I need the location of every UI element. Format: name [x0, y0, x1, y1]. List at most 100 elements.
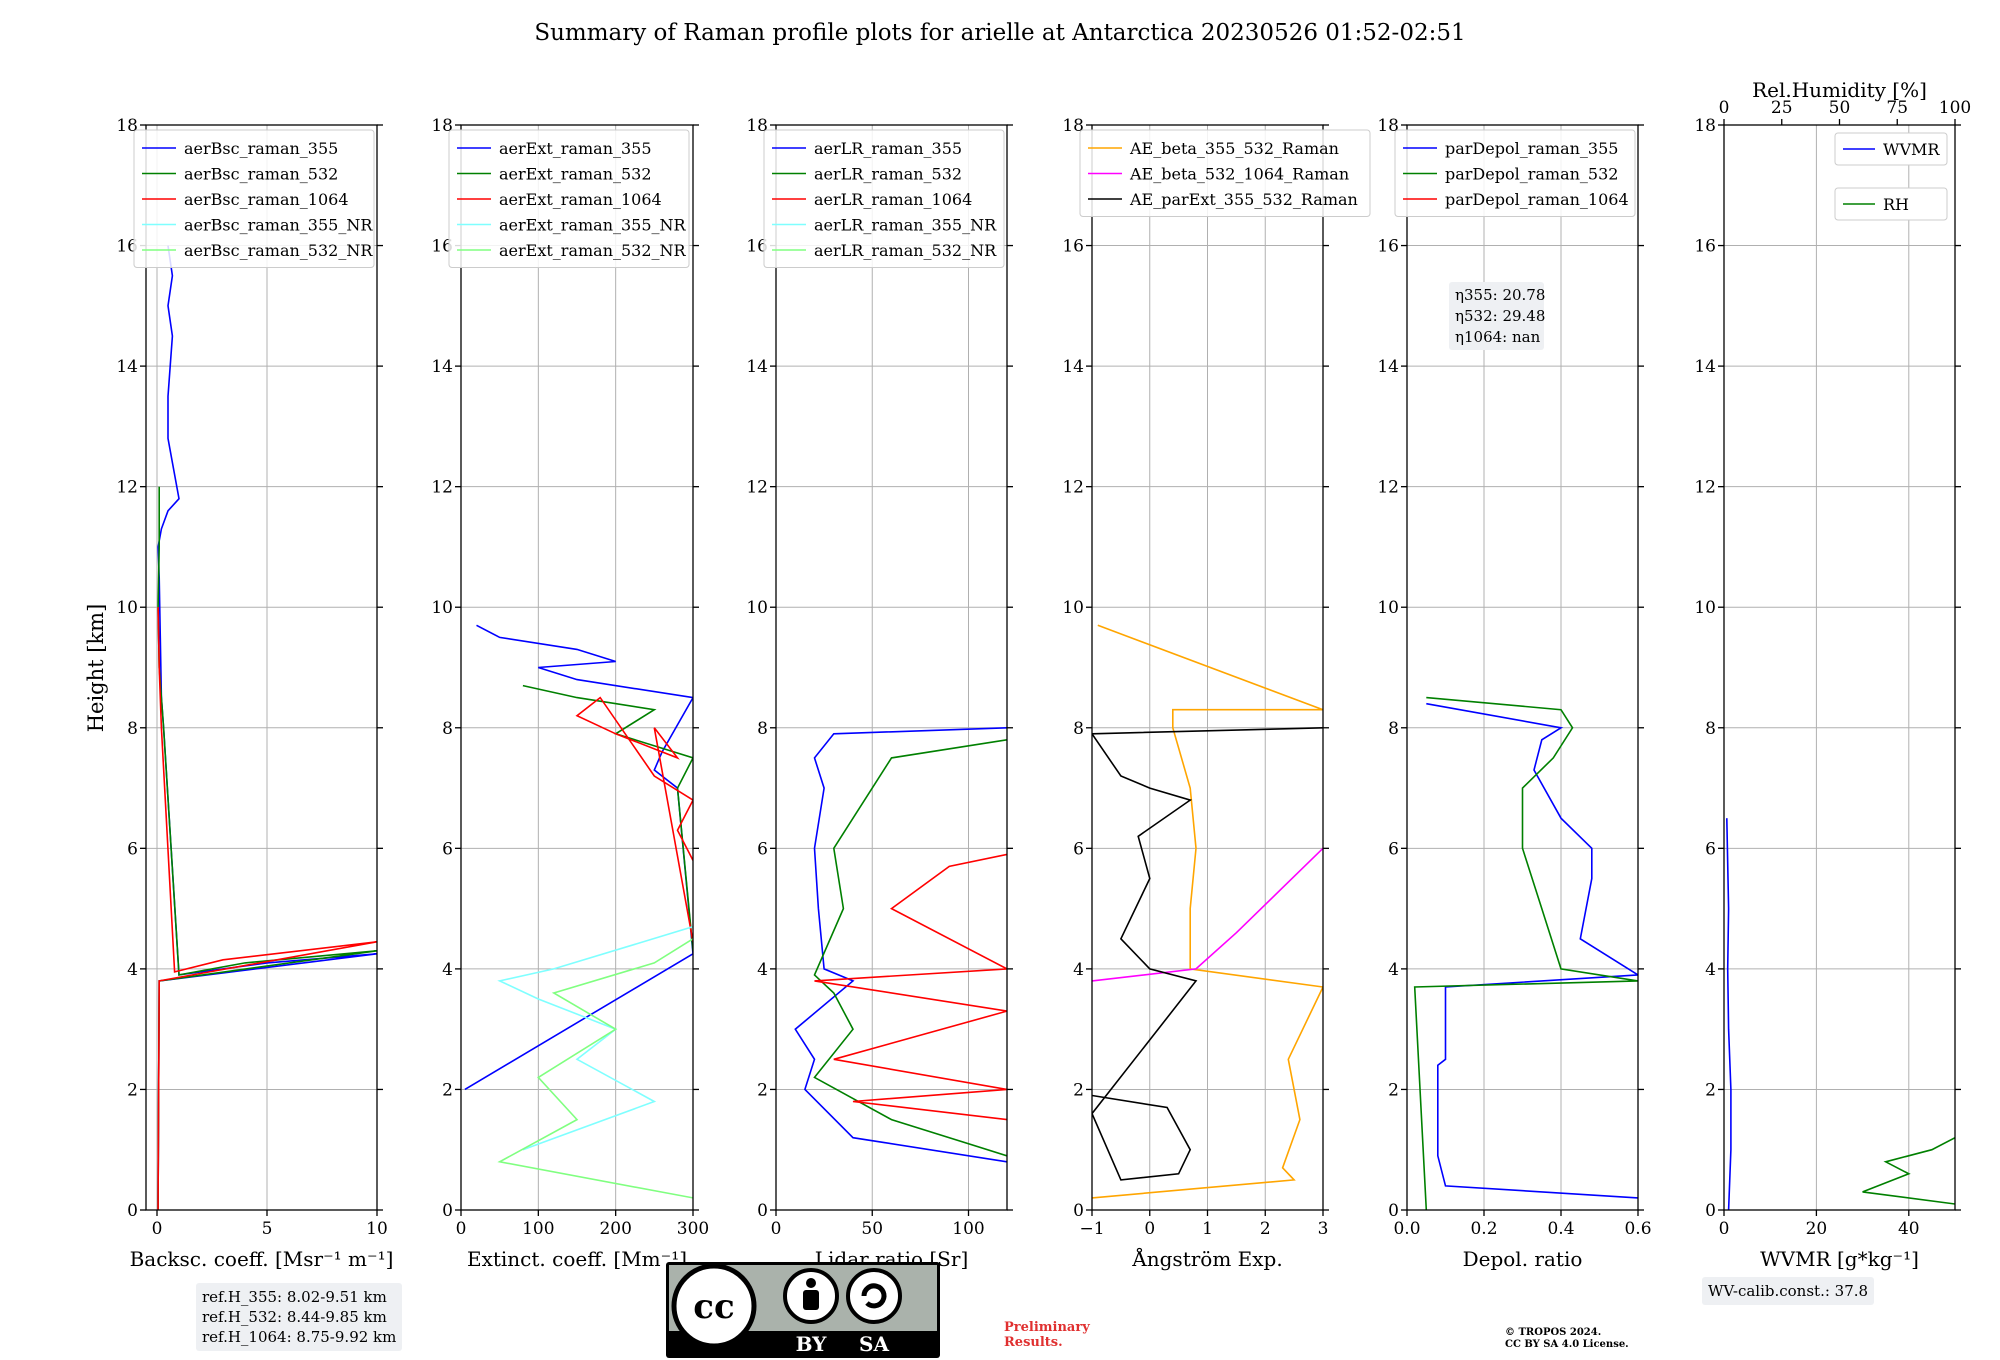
ytick-label: 14	[116, 357, 138, 377]
series-aerBsc_raman_1064	[157, 607, 377, 1210]
legend-entry: aerLR_raman_1064	[814, 190, 972, 209]
ytick-label: 4	[757, 960, 768, 980]
xaxis-label: Ångström Exp.	[1131, 1246, 1282, 1271]
ytick-label: 18	[116, 116, 138, 136]
eta-annotation-line: η355: 20.78	[1455, 286, 1545, 304]
ytick-label: 8	[442, 719, 453, 739]
legend-entry: aerBsc_raman_532	[184, 165, 338, 184]
legend-entry: aerExt_raman_1064	[499, 190, 662, 209]
legend-entry: aerBsc_raman_355_NR	[184, 216, 373, 235]
ytick-label: 12	[431, 478, 453, 498]
ytick-label: 16	[431, 237, 453, 257]
series-aerExt_raman_532_NR	[497, 938, 693, 1199]
xtick-label: 0.0	[1393, 1219, 1420, 1239]
panel-1: 0 2 4 6 8 10 12 14 16 18 0 5 10 Backsc. coeff. [Msr⁻¹…	[116, 116, 393, 1271]
ytick-label: 2	[1705, 1080, 1716, 1100]
ytick-label: 4	[127, 960, 138, 980]
panel-2: 0 2 4 6 8 10 12 14 16 18 0 100 200 300 Extinct. coeff.…	[431, 116, 709, 1271]
ytick-label: 8	[1388, 719, 1399, 739]
legend-entry: parDepol_raman_355	[1445, 139, 1618, 158]
ytick-label: 18	[746, 116, 768, 136]
series-parDepol_raman_355	[1426, 702, 1638, 1199]
series-aerExt_raman_355_NR	[497, 925, 693, 1151]
ytick-label: 14	[431, 357, 453, 377]
xaxis-label: WVMR [g*kg⁻¹]	[1760, 1247, 1919, 1271]
xtick-label: 0.6	[1624, 1219, 1651, 1239]
panel-5: 0 2 4 6 8 10 12 14 16 18 0.0 0.2 0.4 0.6 Depol. ratio p…	[1377, 116, 1651, 1271]
eta-annotation-box	[1449, 282, 1544, 350]
preliminary-note: Preliminary Results.	[1004, 1320, 1090, 1350]
ytick-label: 16	[746, 237, 768, 257]
by-person-body	[803, 1290, 819, 1310]
ytick-label: 10	[1377, 598, 1399, 618]
ytick-label: 14	[1694, 357, 1716, 377]
ytick-label: 16	[1694, 237, 1716, 257]
legend-box	[1834, 132, 1948, 166]
ytick-label: 14	[746, 357, 768, 377]
x2tick-label: 100	[1939, 98, 1971, 118]
legend-entry: AE_parExt_355_532_Raman	[1129, 190, 1358, 209]
x2tick-label: 75	[1886, 98, 1908, 118]
legend-entry: aerBsc_raman_1064	[184, 190, 349, 209]
cc-license-badge: cc BY SA	[666, 1262, 940, 1358]
legend-entry: WVMR	[1883, 140, 1940, 159]
preliminary-line-2: Results.	[1004, 1335, 1063, 1350]
ytick-label: 6	[442, 839, 453, 859]
ytick-label: 0	[757, 1201, 768, 1221]
panel-frame	[1406, 124, 1639, 1211]
ref-height-355: ref.H_355: 8.02-9.51 km	[202, 1288, 387, 1306]
ytick-label: 8	[1705, 719, 1716, 739]
xtick-label: 20	[1806, 1219, 1828, 1239]
ytick-label: 16	[1062, 237, 1084, 257]
ref-height-532: ref.H_532: 8.44-9.85 km	[202, 1308, 387, 1326]
xtick-label: 5	[262, 1219, 273, 1239]
legend-entry: aerLR_raman_355	[814, 139, 962, 158]
panel-frame	[145, 124, 378, 1211]
panel-frame	[1723, 124, 1956, 1211]
ytick-label: 6	[127, 839, 138, 859]
ytick-label: 6	[1073, 839, 1084, 859]
sa-share-icon	[846, 1268, 902, 1324]
ytick-label: 10	[746, 598, 768, 618]
legend-entry: parDepol_raman_1064	[1445, 190, 1629, 209]
ytick-label: 6	[1388, 839, 1399, 859]
panel-frame	[775, 124, 1008, 1211]
xtick-label: 50	[861, 1219, 883, 1239]
ytick-label: 0	[442, 1201, 453, 1221]
legend-entry: aerExt_raman_532_NR	[499, 241, 687, 260]
xtick-label: 0	[456, 1219, 467, 1239]
ytick-label: 12	[1062, 478, 1084, 498]
ytick-label: 2	[442, 1080, 453, 1100]
legend-entry: aerExt_raman_355_NR	[499, 216, 687, 235]
ytick-label: 2	[127, 1080, 138, 1100]
xtick-label: 300	[677, 1219, 709, 1239]
legend-entry: aerExt_raman_355	[499, 139, 652, 158]
ytick-label: 0	[1073, 1201, 1084, 1221]
legend-box	[133, 129, 375, 268]
legend-box	[1394, 129, 1636, 217]
ytick-label: 10	[431, 598, 453, 618]
xtick-label: 0	[152, 1219, 163, 1239]
yaxis-label: Height [km]	[84, 604, 108, 733]
x2axis-label: Rel.Humidity [%]	[1752, 78, 1927, 102]
series-AE_parExt_355_532_Raman	[1092, 727, 1323, 1181]
xaxis-label: Backsc. coeff. [Msr⁻¹ m⁻¹]	[130, 1247, 394, 1271]
figure-title: Summary of Raman profile plots for ariel…	[534, 20, 1466, 46]
eta-annotation-line: η1064: nan	[1455, 328, 1541, 346]
xtick-label: 0	[1719, 1219, 1730, 1239]
legend-box	[448, 129, 690, 268]
legend-entry: parDepol_raman_532	[1445, 165, 1618, 184]
series-aerExt_raman_532	[522, 684, 693, 951]
cc-logo-icon	[671, 1263, 757, 1349]
ytick-label: 12	[1694, 478, 1716, 498]
legend-entry: aerLR_raman_355_NR	[814, 216, 997, 235]
copyright-line-2: CC BY SA 4.0 License.	[1505, 1339, 1629, 1350]
copyright-note: © TROPOS 2024. CC BY SA 4.0 License.	[1505, 1327, 1629, 1351]
xtick-label: 10	[366, 1219, 388, 1239]
series-AE_beta_532_1064_Raman	[1092, 847, 1323, 982]
ref-height-1064: ref.H_1064: 8.75-9.92 km	[202, 1328, 397, 1346]
ytick-label: 12	[1377, 478, 1399, 498]
